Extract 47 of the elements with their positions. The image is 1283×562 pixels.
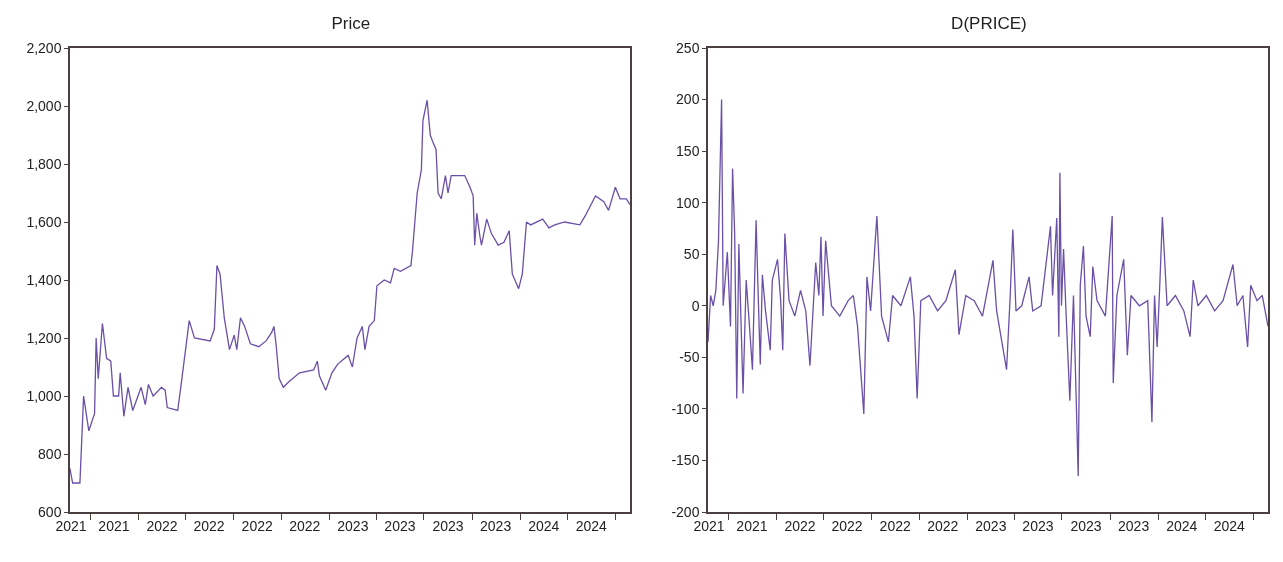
y-tick-label: -150 — [671, 452, 700, 469]
x-tick-label: 2023 — [1022, 517, 1054, 534]
x-tick-label: 2022 — [784, 517, 816, 534]
x-tick-label: 2021 — [736, 517, 768, 534]
x-tick-label: 2022 — [879, 517, 911, 534]
y-tick-label: 1,600 — [26, 213, 62, 230]
y-tick-label: 50 — [683, 246, 700, 263]
y-tick-label: 600 — [38, 503, 62, 520]
x-tick-label: 2022 — [146, 517, 178, 534]
y-tick-label: -100 — [671, 400, 700, 417]
y-tick-label: 0 — [691, 297, 700, 314]
x-tick-label: 2024 — [1213, 517, 1246, 534]
y-tick-label: 1,200 — [26, 329, 62, 346]
x-tick-label: 2022 — [193, 517, 225, 534]
x-tick-label: 2023 — [337, 517, 369, 534]
y-tick-label: 1,400 — [26, 271, 62, 288]
x-tick-label: 2023 — [480, 517, 512, 534]
x-tick-label: 2022 — [241, 517, 273, 534]
chart-title: D(PRICE) — [951, 13, 1027, 33]
y-tick-label: 1,800 — [26, 155, 62, 172]
x-tick-label: 2023 — [975, 517, 1007, 534]
y-tick-label: 150 — [676, 143, 700, 160]
x-tick-label: 2022 — [289, 517, 321, 534]
y-tick-label: -50 — [679, 349, 700, 366]
y-tick-label: 2,000 — [26, 97, 62, 114]
y-tick-label: -200 — [671, 503, 700, 520]
y-tick-label: 2,200 — [26, 39, 62, 56]
y-tick-label: 100 — [676, 194, 700, 211]
x-tick-label: 2021 — [693, 517, 725, 534]
x-tick-label: 2024 — [528, 517, 560, 534]
x-tick-label: 2023 — [432, 517, 464, 534]
y-tick-label: 1,000 — [26, 387, 62, 404]
y-tick-label: 200 — [676, 91, 700, 108]
x-tick-label: 2024 — [575, 517, 608, 534]
line-series — [708, 98, 1268, 477]
x-tick-label: 2023 — [1070, 517, 1102, 534]
x-tick-label: 2024 — [1166, 517, 1198, 534]
y-tick-label: 800 — [38, 445, 62, 462]
line-series — [70, 99, 630, 484]
x-tick-label: 2023 — [384, 517, 416, 534]
x-tick-label: 2021 — [98, 517, 130, 534]
x-tick-label: 2023 — [1118, 517, 1150, 534]
chart-title: Price — [331, 13, 371, 33]
x-tick-label: 2022 — [831, 517, 863, 534]
y-tick-label: 250 — [676, 39, 700, 56]
x-tick-label: 2022 — [927, 517, 959, 534]
x-tick-label: 2021 — [55, 517, 87, 534]
